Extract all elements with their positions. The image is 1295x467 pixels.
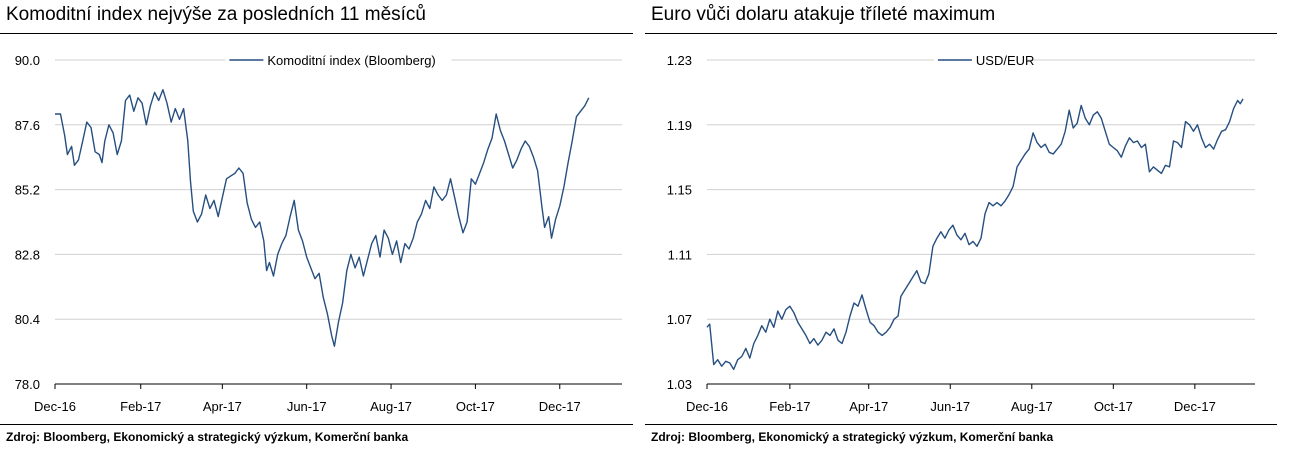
title-divider — [645, 33, 1277, 34]
series-line — [55, 88, 590, 347]
y-tick-label: 1.03 — [667, 377, 692, 392]
chart-title: Komoditní index nejvýše za posledních 11… — [6, 4, 426, 25]
y-tick-label: 80.4 — [15, 312, 40, 327]
chart-source: Zdroj: Bloomberg, Ekonomický a strategic… — [6, 430, 409, 444]
x-tick-label: Apr-17 — [849, 399, 888, 414]
x-tick-label: Jun-17 — [930, 399, 970, 414]
legend-background — [933, 49, 1029, 71]
y-tick-label: 1.07 — [667, 312, 692, 327]
x-tick-label: Apr-17 — [203, 399, 242, 414]
x-tick-label: Jun-17 — [287, 399, 327, 414]
x-tick-label: Oct-17 — [456, 399, 495, 414]
y-tick-label: 1.19 — [667, 118, 692, 133]
legend-label: Komoditní index (Bloomberg) — [267, 53, 435, 68]
y-tick-label: 1.15 — [667, 183, 692, 198]
y-tick-label: 78.0 — [15, 377, 40, 392]
x-tick-label: Feb-17 — [769, 399, 810, 414]
eurusd-line-chart: 1.23 1.19 1.15 1.11 1.07 1.03 Dec-16 Feb-17 Apr-… — [667, 49, 1255, 414]
chart-source: Zdroj: Bloomberg, Ekonomický a strategic… — [651, 430, 1054, 444]
x-tick-label: Feb-17 — [120, 399, 161, 414]
legend-background — [225, 49, 452, 71]
y-tick-label: 85.2 — [15, 183, 40, 198]
x-tick-label: Dec-16 — [686, 399, 728, 414]
x-tick-label: Aug-17 — [370, 399, 412, 414]
title-divider — [0, 33, 633, 34]
legend-label: USD/EUR — [976, 53, 1035, 68]
y-tick-label: 1.11 — [668, 247, 692, 262]
x-tick-label: Aug-17 — [1011, 399, 1053, 414]
y-tick-label: 87.6 — [15, 118, 40, 133]
y-tick-label: 1.23 — [667, 53, 692, 68]
y-tick-label: 82.8 — [15, 247, 40, 262]
x-tick-label: Oct-17 — [1094, 399, 1133, 414]
x-tick-label: Dec-17 — [539, 399, 581, 414]
x-tick-label: Dec-16 — [34, 399, 76, 414]
series-line — [706, 98, 1244, 371]
commodity-line-chart: 90.0 87.6 85.2 82.8 80.4 78.0 Dec-16 Feb-17 Apr-… — [15, 49, 622, 414]
chart-panel-eurusd: Euro vůči dolaru atakuje tříleté maximum… — [645, 0, 1295, 467]
chart-panel-commodity: Komoditní index nejvýše za posledních 11… — [0, 0, 633, 467]
y-tick-label: 90.0 — [15, 53, 40, 68]
x-tick-label: Dec-17 — [1174, 399, 1216, 414]
chart-title: Euro vůči dolaru atakuje tříleté maximum — [651, 4, 996, 25]
source-divider — [0, 424, 633, 425]
source-divider — [645, 424, 1277, 425]
